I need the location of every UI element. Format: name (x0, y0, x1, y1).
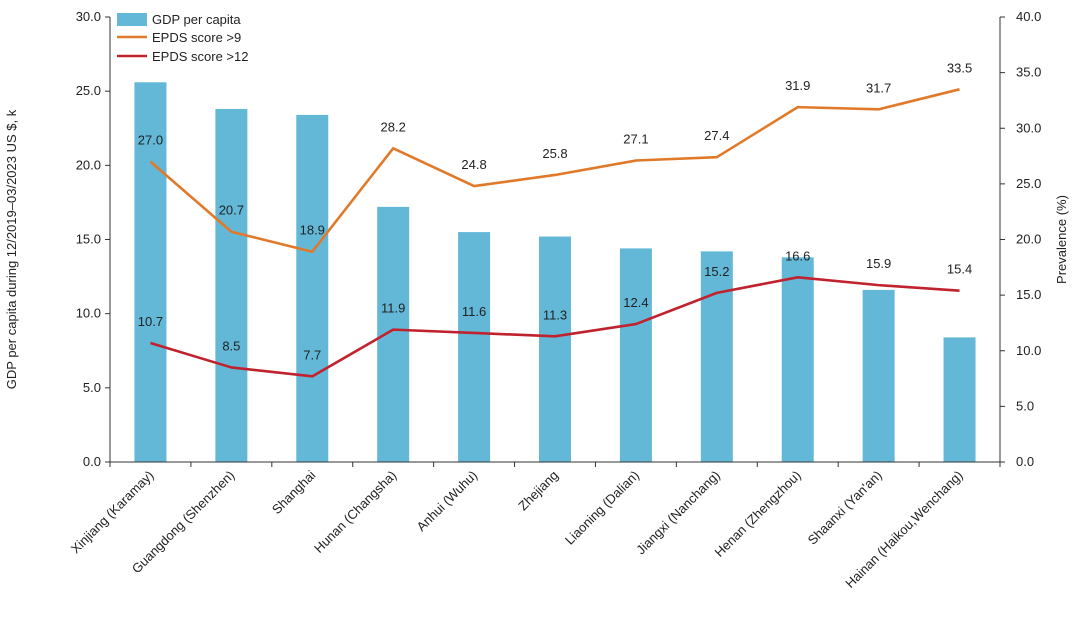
x-category-label: Hunan (Changsha) (311, 468, 399, 556)
y-right-tick-label: 0.0 (1016, 454, 1034, 469)
x-category-label: Xinjiang (Karamay) (68, 468, 157, 557)
line-epds-above-9 (150, 89, 959, 251)
y-right-tick-label: 5.0 (1016, 398, 1034, 413)
data-label-epds-above-9: 24.8 (461, 157, 486, 172)
data-label-epds-above-12: 12.4 (623, 295, 648, 310)
legend-label-gdp-per-capita: GDP per capita (152, 12, 241, 27)
data-label-epds-above-12: 7.7 (303, 347, 321, 362)
legend: GDP per capita EPDS score >9 EPDS score >1… (117, 12, 248, 64)
data-label-epds-above-12: 15.4 (947, 262, 972, 277)
bar-gdp-per-capita (620, 248, 652, 462)
x-category-label: Anhui (Wuhu) (414, 468, 481, 535)
bar-gdp-per-capita (377, 207, 409, 462)
bar-gdp-per-capita (701, 251, 733, 462)
y-left-tick-label: 30.0 (76, 9, 101, 24)
bar-gdp-per-capita (296, 115, 328, 462)
bar-gdp-per-capita (944, 337, 976, 462)
data-label-epds-above-12: 15.2 (704, 264, 729, 279)
data-label-epds-above-12: 15.9 (866, 256, 891, 271)
x-category-label: Jiangxi (Nanchang) (633, 468, 723, 558)
y-left-tick-label: 25.0 (76, 83, 101, 98)
y-right-tick-label: 35.0 (1016, 65, 1041, 80)
data-label-epds-above-9: 20.7 (219, 203, 244, 218)
y-axis-right-title: Prevalence (%) (1054, 195, 1069, 284)
legend-swatch-gdp-per-capita (117, 13, 147, 26)
data-label-epds-above-9: 27.4 (704, 128, 729, 143)
bar-layer (134, 82, 975, 462)
y-axis-left-title: GDP per capita during 12/2019–03/2023 US… (4, 109, 19, 389)
x-category-label: Henan (Zhengzhou) (711, 468, 803, 560)
bar-gdp-per-capita (215, 109, 247, 462)
y-right-tick-label: 20.0 (1016, 232, 1041, 247)
y-right-tick-label: 30.0 (1016, 120, 1041, 135)
x-category-label: Shaanxi (Yan'an) (805, 468, 885, 548)
data-label-epds-above-12: 16.6 (785, 248, 810, 263)
x-category-label: Liaoning (Dalian) (562, 468, 642, 548)
legend-label-epds-above-9: EPDS score >9 (152, 30, 241, 45)
y-right-tick-label: 40.0 (1016, 9, 1041, 24)
data-label-epds-above-9: 18.9 (300, 223, 325, 238)
x-category-label: Zhejiang (515, 468, 561, 514)
y-right-tick-label: 15.0 (1016, 287, 1041, 302)
y-left-tick-label: 0.0 (83, 454, 101, 469)
data-label-epds-above-9: 28.2 (381, 119, 406, 134)
data-label-epds-above-9: 31.7 (866, 80, 891, 95)
data-label-epds-above-12: 11.6 (462, 304, 486, 319)
y-right-tick-label: 10.0 (1016, 343, 1041, 358)
data-label-epds-above-12: 11.9 (381, 301, 405, 316)
y-left-tick-label: 20.0 (76, 157, 101, 172)
data-label-epds-above-9: 27.1 (623, 132, 648, 147)
y-left-tick-label: 10.0 (76, 306, 101, 321)
y-right-tick-label: 25.0 (1016, 176, 1041, 191)
data-label-epds-above-12: 11.3 (543, 307, 567, 322)
bar-gdp-per-capita (782, 257, 814, 462)
y-left-tick-label: 15.0 (76, 232, 101, 247)
x-category-label: Shanghai (269, 467, 319, 517)
data-label-epds-above-9: 27.0 (138, 133, 163, 148)
bar-gdp-per-capita (539, 237, 571, 462)
legend-label-epds-above-12: EPDS score >12 (152, 49, 248, 64)
bar-gdp-per-capita (458, 232, 490, 462)
data-label-epds-above-12: 8.5 (222, 338, 240, 353)
y-left-tick-label: 5.0 (83, 380, 101, 395)
bar-gdp-per-capita (863, 290, 895, 462)
data-label-epds-above-9: 33.5 (947, 60, 972, 75)
data-label-epds-above-9: 31.9 (785, 78, 810, 93)
data-label-epds-above-12: 10.7 (138, 314, 163, 329)
data-label-epds-above-9: 25.8 (542, 146, 567, 161)
data-label-layer: 27.0 20.7 18.9 28.2 24.8 25.8 27.1 27.4 31.9 31.7… (138, 60, 972, 362)
